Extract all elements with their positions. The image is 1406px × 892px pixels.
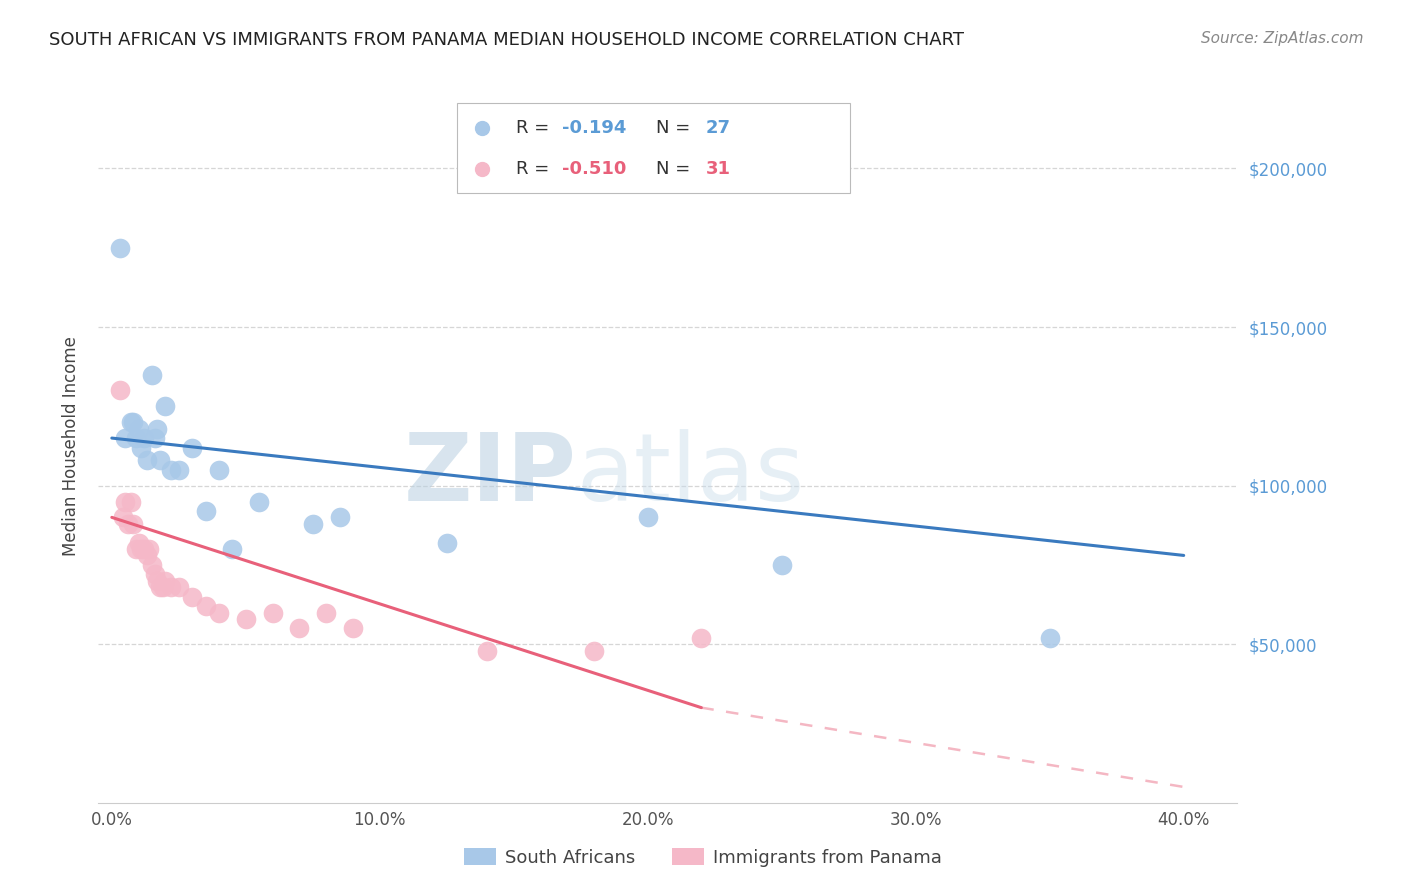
Point bbox=[129, 441, 152, 455]
Text: ZIP: ZIP bbox=[404, 428, 576, 521]
Point bbox=[194, 504, 217, 518]
Text: 31: 31 bbox=[706, 160, 731, 178]
Point bbox=[132, 431, 155, 445]
Point bbox=[117, 516, 139, 531]
Point bbox=[129, 542, 152, 557]
Text: N =: N = bbox=[657, 119, 690, 136]
Text: SOUTH AFRICAN VS IMMIGRANTS FROM PANAMA MEDIAN HOUSEHOLD INCOME CORRELATION CHAR: SOUTH AFRICAN VS IMMIGRANTS FROM PANAMA … bbox=[49, 31, 965, 49]
Point bbox=[111, 510, 134, 524]
Point bbox=[128, 535, 150, 549]
Legend: South Africans, Immigrants from Panama: South Africans, Immigrants from Panama bbox=[457, 841, 949, 874]
Point bbox=[329, 510, 352, 524]
Point bbox=[120, 494, 142, 508]
Point bbox=[120, 415, 142, 429]
Point bbox=[149, 453, 172, 467]
Point bbox=[149, 580, 172, 594]
Point bbox=[122, 516, 145, 531]
Point bbox=[194, 599, 217, 614]
Point bbox=[167, 463, 190, 477]
Text: -0.510: -0.510 bbox=[562, 160, 626, 178]
Text: -0.194: -0.194 bbox=[562, 119, 626, 136]
Point bbox=[143, 567, 166, 582]
Text: R =: R = bbox=[516, 119, 550, 136]
Point bbox=[155, 574, 177, 588]
Point bbox=[135, 453, 157, 467]
Point bbox=[167, 580, 190, 594]
Point bbox=[436, 535, 458, 549]
Point bbox=[108, 241, 131, 255]
Text: 27: 27 bbox=[706, 119, 731, 136]
Point bbox=[125, 542, 148, 557]
Point bbox=[247, 494, 270, 508]
Point bbox=[208, 606, 231, 620]
Point bbox=[583, 643, 606, 657]
Point bbox=[125, 431, 148, 445]
Point bbox=[262, 606, 284, 620]
Point bbox=[146, 574, 169, 588]
Point bbox=[235, 612, 257, 626]
Point bbox=[315, 606, 337, 620]
Point bbox=[141, 368, 163, 382]
Text: atlas: atlas bbox=[576, 428, 806, 521]
Point bbox=[221, 542, 243, 557]
FancyBboxPatch shape bbox=[457, 103, 851, 193]
Point bbox=[159, 580, 181, 594]
Point bbox=[637, 510, 659, 524]
Text: N =: N = bbox=[657, 160, 690, 178]
Point bbox=[288, 621, 311, 635]
Point bbox=[342, 621, 364, 635]
Point bbox=[301, 516, 323, 531]
Point bbox=[132, 542, 155, 557]
Point bbox=[475, 643, 498, 657]
Point bbox=[690, 631, 713, 645]
Point bbox=[114, 494, 136, 508]
Point bbox=[128, 421, 150, 435]
Point bbox=[146, 421, 169, 435]
Point bbox=[114, 431, 136, 445]
Point bbox=[1039, 631, 1062, 645]
Point bbox=[181, 590, 204, 604]
Point bbox=[108, 384, 131, 398]
Point bbox=[138, 542, 160, 557]
Point bbox=[143, 431, 166, 445]
Text: Source: ZipAtlas.com: Source: ZipAtlas.com bbox=[1201, 31, 1364, 46]
Y-axis label: Median Household Income: Median Household Income bbox=[62, 336, 80, 556]
Point bbox=[159, 463, 181, 477]
Point bbox=[208, 463, 231, 477]
Text: R =: R = bbox=[516, 160, 550, 178]
Point bbox=[141, 558, 163, 572]
Point bbox=[770, 558, 793, 572]
Point bbox=[135, 549, 157, 563]
Point bbox=[152, 580, 174, 594]
Point bbox=[181, 441, 204, 455]
Point bbox=[122, 415, 145, 429]
Point bbox=[155, 400, 177, 414]
